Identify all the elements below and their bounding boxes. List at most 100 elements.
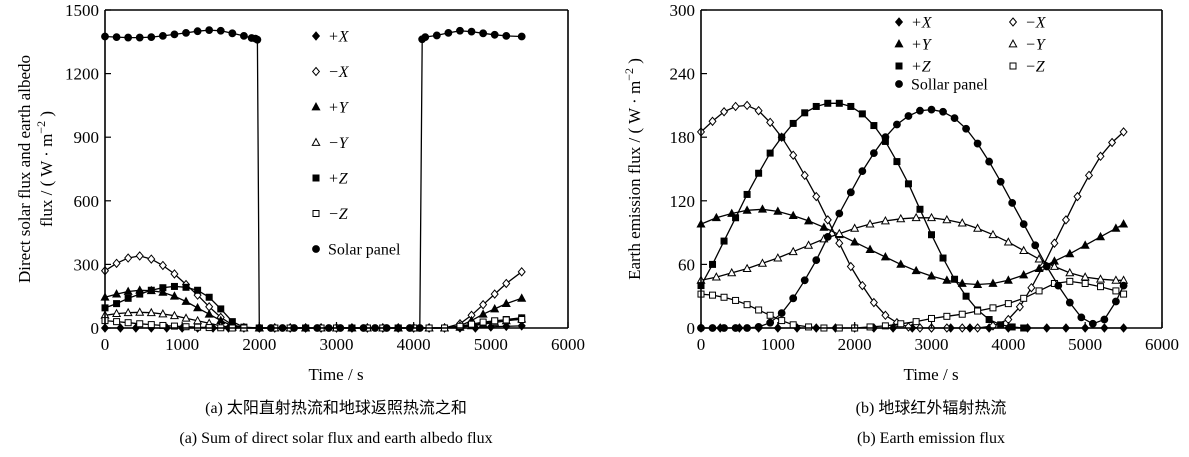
chart-b-data-point <box>804 215 814 225</box>
chart-b-data-point <box>912 318 920 326</box>
chart-a-data-point <box>517 293 527 302</box>
chart-a-data-point <box>253 35 262 44</box>
chart-b-data-point <box>788 246 798 256</box>
chart-a-legend-label: −Y <box>328 135 350 152</box>
chart-a-data-point <box>112 289 122 298</box>
chart-a-legend-item-minus-y: −Y <box>311 135 350 152</box>
chart-b-data-point <box>893 158 901 166</box>
chart-b-data-point <box>880 252 890 261</box>
chart-b-caption-en: (b) Earth emission flux <box>857 430 1005 447</box>
chart-b-data-point <box>742 205 752 214</box>
chart-a-data-point <box>502 321 511 332</box>
chart-a-data-point <box>217 305 225 313</box>
chart-b-x-axis-label: Time / s <box>903 365 958 384</box>
chart-b-data-point <box>911 265 921 275</box>
chart-b-legend-item-plus-x: +X <box>894 15 933 32</box>
chart-b-series-line-minus-x <box>700 104 1125 329</box>
chart-b-data-point <box>847 102 855 110</box>
chart-a-data-point <box>502 316 510 324</box>
chart-b-data-point <box>1073 191 1082 202</box>
chart-b-x-tick-label: 4000 <box>991 335 1025 354</box>
chart-a-y-tick-label: 600 <box>74 192 100 211</box>
chart-b-data-point <box>778 317 786 325</box>
chart-b: 0 1000 2000 3000 4000 5000 6000 0 60 120 180 240 300… <box>622 1 1179 447</box>
chart-a-x-tick-label: 6000 <box>551 335 585 354</box>
chart-b-legend-marker <box>894 39 904 48</box>
chart-b-legend-label: +Z <box>911 59 932 76</box>
chart-a-legend-label: Solar panel <box>328 242 401 259</box>
chart-a-data-point <box>194 323 202 331</box>
chart-a-data-point <box>228 318 236 326</box>
chart-b-data-point <box>1095 274 1106 283</box>
chart-b-series-minus-y <box>696 212 1129 284</box>
chart-b-data-point <box>897 320 905 328</box>
chart-b-data-point <box>720 237 728 245</box>
chart-b-data-point <box>1020 294 1028 302</box>
chart-b-legend-item-plus-y: +Y <box>894 37 933 54</box>
chart-b-data-point <box>881 133 890 142</box>
chart-b-data-point <box>835 209 844 218</box>
chart-b-data-point <box>951 275 959 283</box>
chart-b-data-point <box>927 105 936 114</box>
chart-b-data-point <box>1019 270 1029 279</box>
chart-b-data-point <box>1031 241 1040 250</box>
chart-b-data-point <box>805 323 813 331</box>
chart-a-data-point <box>158 260 167 271</box>
chart-b-data-point <box>789 119 797 127</box>
chart-a-ticks: 0 1000 2000 3000 4000 5000 6000 0 300 600 900 1200 1… <box>65 1 585 354</box>
chart-a-data-point <box>502 278 511 289</box>
chart-b-y-axis-label: Earth emission flux / ( W · m−2 ) <box>622 58 644 280</box>
chart-b-data-point <box>1112 287 1120 295</box>
chart-b-data-point <box>1119 127 1128 137</box>
chart-b-data-point <box>800 170 809 181</box>
chart-a-data-point <box>181 313 191 322</box>
chart-b-data-point <box>743 100 752 111</box>
chart-b-data-point <box>1120 290 1128 298</box>
chart-b-data-point <box>812 191 821 202</box>
chart-a-legend-marker <box>311 31 321 41</box>
chart-b-data-point <box>711 212 721 222</box>
chart-a-legend-item-plus-y: +Y <box>311 100 350 117</box>
chart-a-legend-marker <box>311 66 321 77</box>
chart-b-legend-label: −Y <box>1025 37 1047 54</box>
chart-b-legend-item-minus-z: −Z <box>1009 59 1046 76</box>
chart-b-data-point <box>926 271 937 280</box>
chart-a-y-tick-label: 1200 <box>65 65 99 84</box>
chart-b-legend-marker <box>895 62 903 70</box>
chart-a-data-point <box>158 287 168 296</box>
chart-b-data-point <box>708 116 717 127</box>
chart-b-data-point <box>865 219 875 228</box>
chart-b-legend-marker <box>894 17 904 27</box>
chart-b-legend-marker <box>1009 62 1017 70</box>
chart-b-data-point <box>812 102 820 110</box>
chart-a-data-point <box>193 302 203 312</box>
chart-b-y-axis-label-sup: −2 <box>622 68 636 81</box>
chart-b-data-point <box>731 101 740 112</box>
chart-a-data-point <box>147 33 156 42</box>
chart-a-data-point <box>147 286 155 294</box>
chart-b-y-axis-label-tail: ) <box>625 58 644 68</box>
chart-b-legend-marker <box>895 80 903 88</box>
chart-b-data-point <box>766 117 775 128</box>
chart-b-data-point <box>1003 237 1013 246</box>
chart-b-data-point <box>866 323 874 331</box>
chart-b-data-point <box>893 120 901 129</box>
chart-b-data-point <box>754 105 763 116</box>
chart-a-data-point <box>135 33 144 42</box>
chart-b-y-tick-label: 300 <box>670 1 696 20</box>
chart-b-legend-marker <box>1008 17 1018 27</box>
chart-b-data-point <box>732 296 740 304</box>
chart-b-y-tick-label: 0 <box>687 319 696 338</box>
chart-a-data-point <box>182 323 190 331</box>
chart-a-data-point <box>490 30 499 39</box>
chart-b-y-tick-label: 60 <box>678 255 695 274</box>
chart-b-data-point <box>973 223 983 232</box>
chart-b-data-point <box>957 218 967 227</box>
chart-a-data-point <box>147 254 156 264</box>
chart-a-data-point <box>182 283 190 291</box>
chart-b-data-point <box>1119 219 1129 228</box>
chart-a-data-point <box>135 251 144 261</box>
chart-a-y-tick-label: 300 <box>74 255 100 274</box>
chart-a-data-point <box>124 319 132 327</box>
chart-a-x-tick-label: 1000 <box>165 335 199 354</box>
